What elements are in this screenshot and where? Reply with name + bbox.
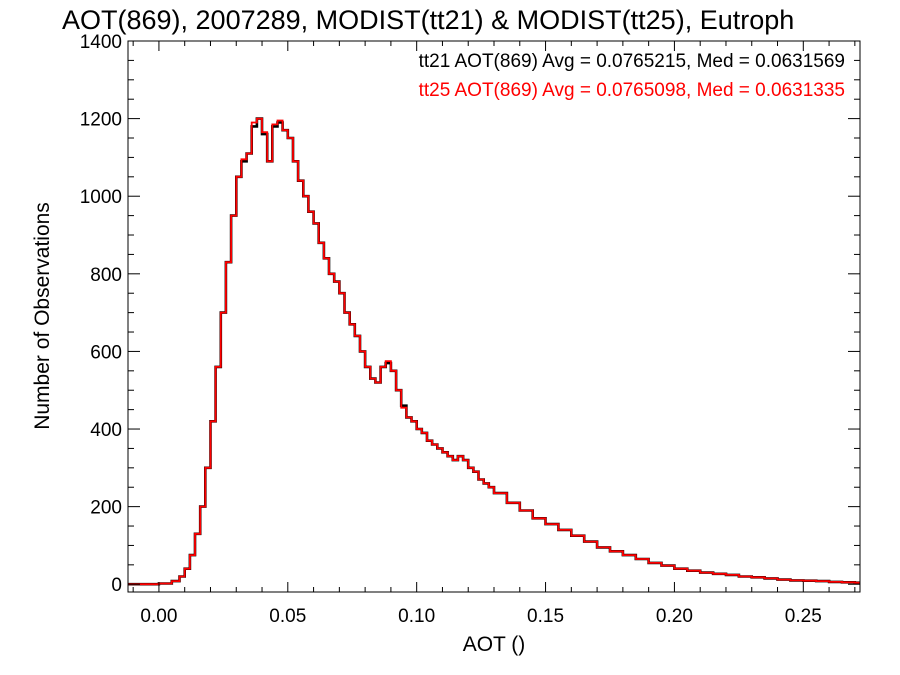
plot-frame [127,40,861,593]
y-axis-label: Number of Observations [31,202,54,430]
y-tick-label: 1000 [80,187,122,208]
y-axis: 0 200 400 600 800 1000 1200 1400 [80,32,860,596]
x-tick-label: 0.15 [527,606,564,627]
series-tt25-line [128,117,860,586]
y-tick-label: 600 [90,342,122,363]
y-tick-label: 1400 [80,32,122,53]
x-axis: 0.00 0.05 0.10 0.15 0.20 0.25 [132,41,856,627]
tt25-stats-annotation: tt25 AOT(869) Avg = 0.0765098, Med = 0.0… [419,80,845,101]
x-tick-label: 0.25 [785,606,822,627]
x-tick-label: 0.05 [269,606,306,627]
series-tt21-line [128,117,860,586]
y-tick-label: 0 [111,575,122,596]
x-tick-label: 0.20 [656,606,693,627]
chart-title: AOT(869), 2007289, MODIST(tt21) & MODIST… [62,5,794,35]
series-layer [128,117,860,586]
y-tick-label: 800 [90,265,122,286]
tt21-stats-annotation: tt21 AOT(869) Avg = 0.0765215, Med = 0.0… [419,51,845,72]
y-tick-label: 1200 [80,110,122,131]
x-tick-label: 0.00 [140,606,177,627]
y-tick-label: 400 [90,420,122,441]
x-tick-label: 0.10 [398,606,435,627]
y-tick-label: 200 [90,498,122,519]
x-axis-label: AOT () [463,633,526,656]
